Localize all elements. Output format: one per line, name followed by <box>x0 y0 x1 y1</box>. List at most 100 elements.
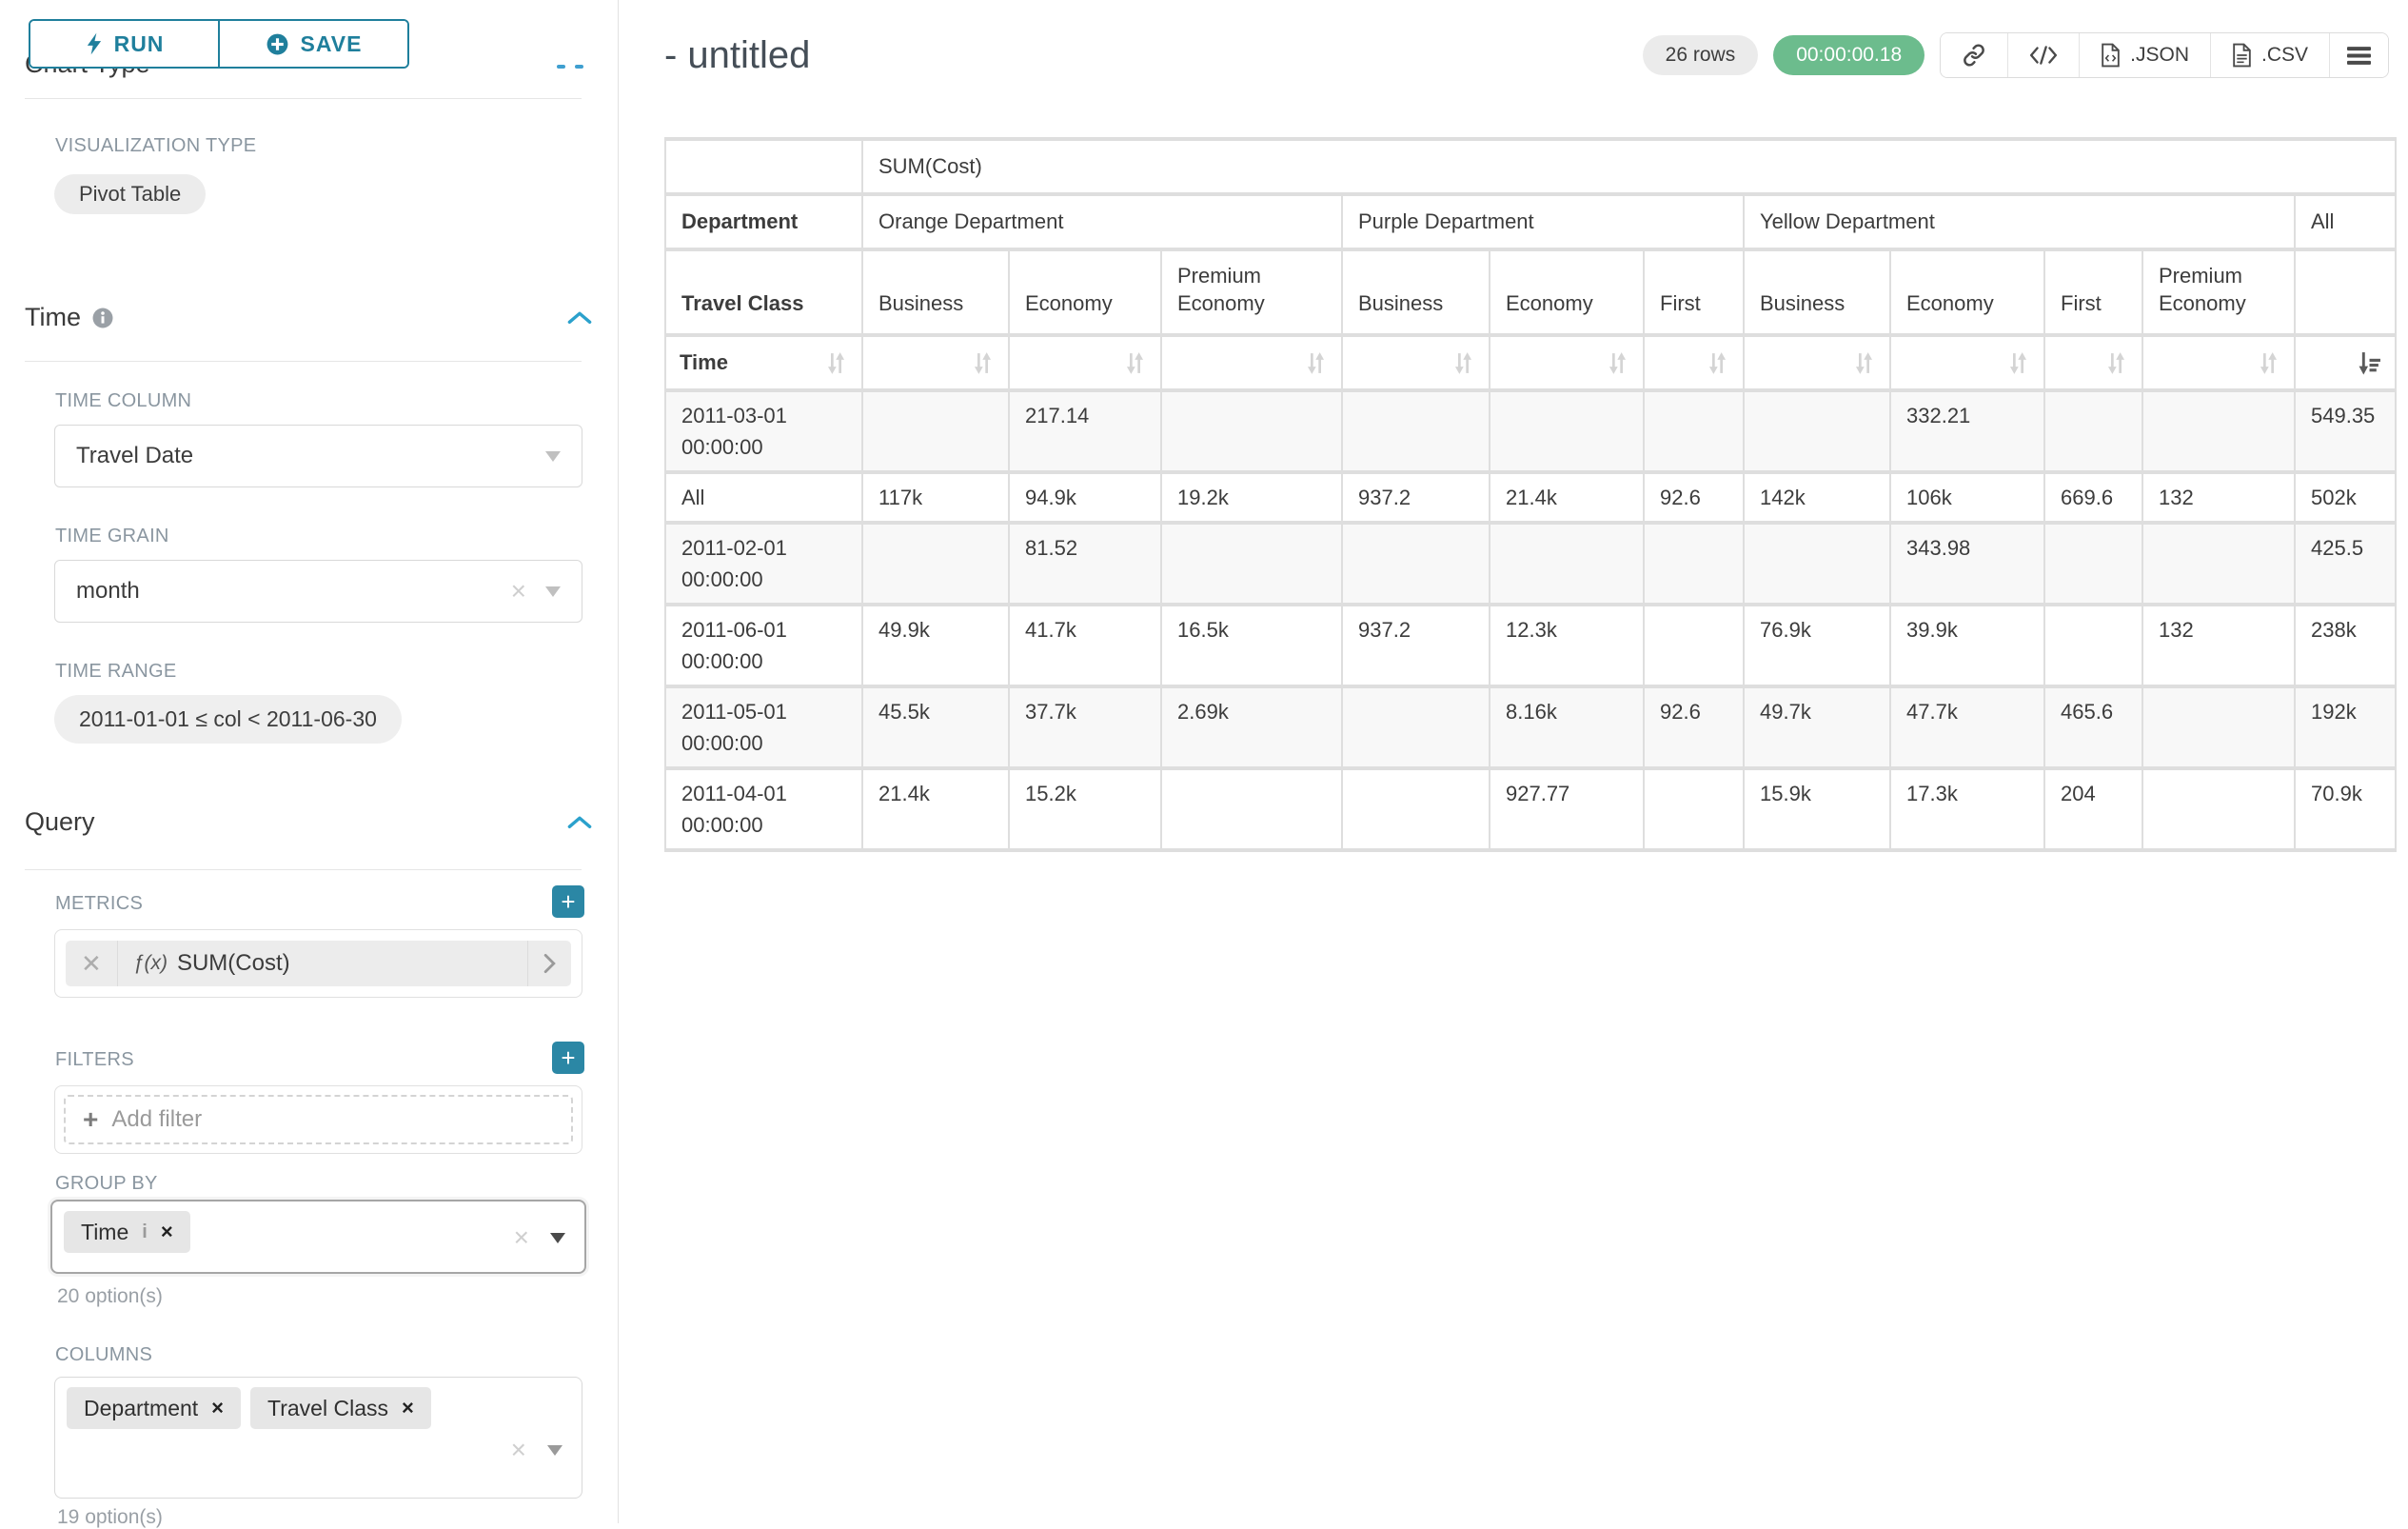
table-row: All117k94.9k19.2k937.221.4k92.6142k106k6… <box>666 474 2395 521</box>
pivot-cell: 16.5k <box>1162 606 1341 685</box>
sort-icon[interactable] <box>1606 350 1629 376</box>
pivot-cell: 425.5 <box>2296 525 2395 603</box>
chart-type-collapse-chevron-clipped[interactable] <box>557 65 583 69</box>
chevron-down-icon[interactable] <box>550 1233 565 1243</box>
pivot-cell: 17.3k <box>1891 770 2043 848</box>
sort-icon[interactable] <box>1852 350 1876 376</box>
columns-chip[interactable]: Travel Class × <box>250 1387 431 1429</box>
chevron-right-icon[interactable] <box>528 953 571 974</box>
sort-icon[interactable] <box>2104 350 2128 376</box>
chart-title[interactable]: - untitled <box>664 34 810 77</box>
sort-icon[interactable] <box>1123 350 1147 376</box>
pivot-cell <box>1343 688 1489 766</box>
pivot-dimension-header: Department <box>666 196 861 248</box>
control-panel: Chart Type RUN SAVE VISUALIZATION TYPE P… <box>0 0 619 1523</box>
sort-icon[interactable] <box>2257 350 2280 376</box>
pivot-sort-cell[interactable] <box>1645 337 1743 388</box>
divider <box>25 98 582 99</box>
pivot-row-label: 2011-06-01 00:00:00 <box>666 606 861 685</box>
hamburger-menu-icon <box>2347 46 2371 66</box>
pivot-sort-cell[interactable] <box>1010 337 1160 388</box>
pivot-cell: 94.9k <box>1010 474 1160 521</box>
code-icon <box>2029 44 2058 67</box>
pivot-sort-cell[interactable] <box>1343 337 1489 388</box>
pivot-cell <box>1745 525 1889 603</box>
pivot-cell <box>1162 392 1341 470</box>
pivot-cell <box>2045 606 2142 685</box>
pivot-sort-cell[interactable] <box>1490 337 1643 388</box>
save-button[interactable]: SAVE <box>220 21 407 67</box>
remove-metric-icon[interactable]: ✕ <box>66 949 117 979</box>
pivot-cell: 132 <box>2143 606 2294 685</box>
sort-icon[interactable] <box>1451 350 1475 376</box>
clear-icon[interactable]: × <box>511 1437 526 1463</box>
table-row: 2011-05-01 00:00:0045.5k37.7k2.69k8.16k9… <box>666 688 2395 766</box>
run-save-button-group: RUN SAVE <box>29 19 409 69</box>
add-filter-plus-button[interactable]: + <box>552 1042 584 1074</box>
pivot-cell: 49.7k <box>1745 688 1889 766</box>
share-link-button[interactable] <box>1941 33 2008 77</box>
export-csv-button[interactable]: .CSV <box>2211 33 2330 77</box>
pivot-cell: 81.52 <box>1010 525 1160 603</box>
view-query-button[interactable] <box>2008 33 2080 77</box>
time-grain-select[interactable]: month × <box>54 560 582 623</box>
export-button-group: .JSON .CSV <box>1940 32 2389 78</box>
sort-icon[interactable] <box>824 350 848 376</box>
json-file-icon <box>2101 43 2121 68</box>
pivot-cell: 217.14 <box>1010 392 1160 470</box>
sort-icon[interactable] <box>971 350 995 376</box>
pivot-row-label: 2011-05-01 00:00:00 <box>666 688 861 766</box>
pivot-sort-cell[interactable] <box>1745 337 1889 388</box>
pivot-col-header: Economy <box>1010 251 1160 333</box>
remove-chip-icon[interactable]: × <box>211 1396 224 1420</box>
sort-icon[interactable] <box>1304 350 1328 376</box>
info-icon: i <box>142 1221 148 1243</box>
columns-chip[interactable]: Department × <box>67 1387 241 1429</box>
export-json-button[interactable]: .JSON <box>2080 33 2211 77</box>
pivot-cell <box>1745 392 1889 470</box>
remove-chip-icon[interactable]: × <box>161 1220 173 1244</box>
pivot-cell: 76.9k <box>1745 606 1889 685</box>
run-button[interactable]: RUN <box>30 21 220 67</box>
chevron-down-icon[interactable] <box>547 1445 563 1456</box>
sort-icon[interactable] <box>2006 350 2030 376</box>
pivot-sort-cell[interactable] <box>1162 337 1341 388</box>
pivot-sort-cell[interactable] <box>863 337 1008 388</box>
pivot-sort-cell[interactable] <box>1891 337 2043 388</box>
pivot-cell: 669.6 <box>2045 474 2142 521</box>
pivot-sort-cell[interactable] <box>2143 337 2294 388</box>
add-filter-button[interactable]: + Add filter <box>64 1095 573 1144</box>
pivot-sort-cell[interactable] <box>2296 337 2395 388</box>
more-options-menu-button[interactable] <box>2330 33 2388 77</box>
chevron-down-icon <box>545 586 561 597</box>
remove-chip-icon[interactable]: × <box>402 1396 414 1420</box>
link-icon <box>1962 43 1986 68</box>
visualization-type-pill[interactable]: Pivot Table <box>54 174 206 214</box>
clear-icon[interactable]: × <box>511 578 526 605</box>
group-by-chip[interactable]: Time i × <box>64 1211 190 1253</box>
group-by-select[interactable]: Time i × × <box>50 1200 586 1274</box>
clear-icon[interactable]: × <box>514 1224 529 1251</box>
pivot-cell <box>1645 770 1743 848</box>
pivot-group-header: Orange Department <box>863 196 1341 248</box>
columns-select[interactable]: Department × Travel Class × × <box>54 1377 582 1499</box>
metric-chip[interactable]: ✕ ƒ(x) SUM(Cost) <box>66 941 571 986</box>
pivot-col-header <box>2296 251 2395 333</box>
collapse-chevron-icon[interactable] <box>566 309 593 326</box>
pivot-cell <box>1490 525 1643 603</box>
pivot-dimension-header: Travel Class <box>666 251 861 333</box>
pivot-cell <box>2143 392 2294 470</box>
pivot-cell: 47.7k <box>1891 688 2043 766</box>
add-metric-button[interactable]: + <box>552 885 584 918</box>
pivot-cell <box>2143 770 2294 848</box>
time-column-select[interactable]: Travel Date <box>54 425 582 487</box>
pivot-cell: 15.9k <box>1745 770 1889 848</box>
sort-desc-active-icon[interactable] <box>2356 350 2381 376</box>
time-range-pill[interactable]: 2011-01-01 ≤ col < 2011-06-30 <box>54 695 402 744</box>
collapse-chevron-icon[interactable] <box>566 814 593 830</box>
pivot-row-dimension-header[interactable]: Time <box>666 337 861 388</box>
plus-icon: + <box>83 1104 98 1135</box>
sort-icon[interactable] <box>1706 350 1729 376</box>
pivot-cell: 21.4k <box>1490 474 1643 521</box>
pivot-sort-cell[interactable] <box>2045 337 2142 388</box>
